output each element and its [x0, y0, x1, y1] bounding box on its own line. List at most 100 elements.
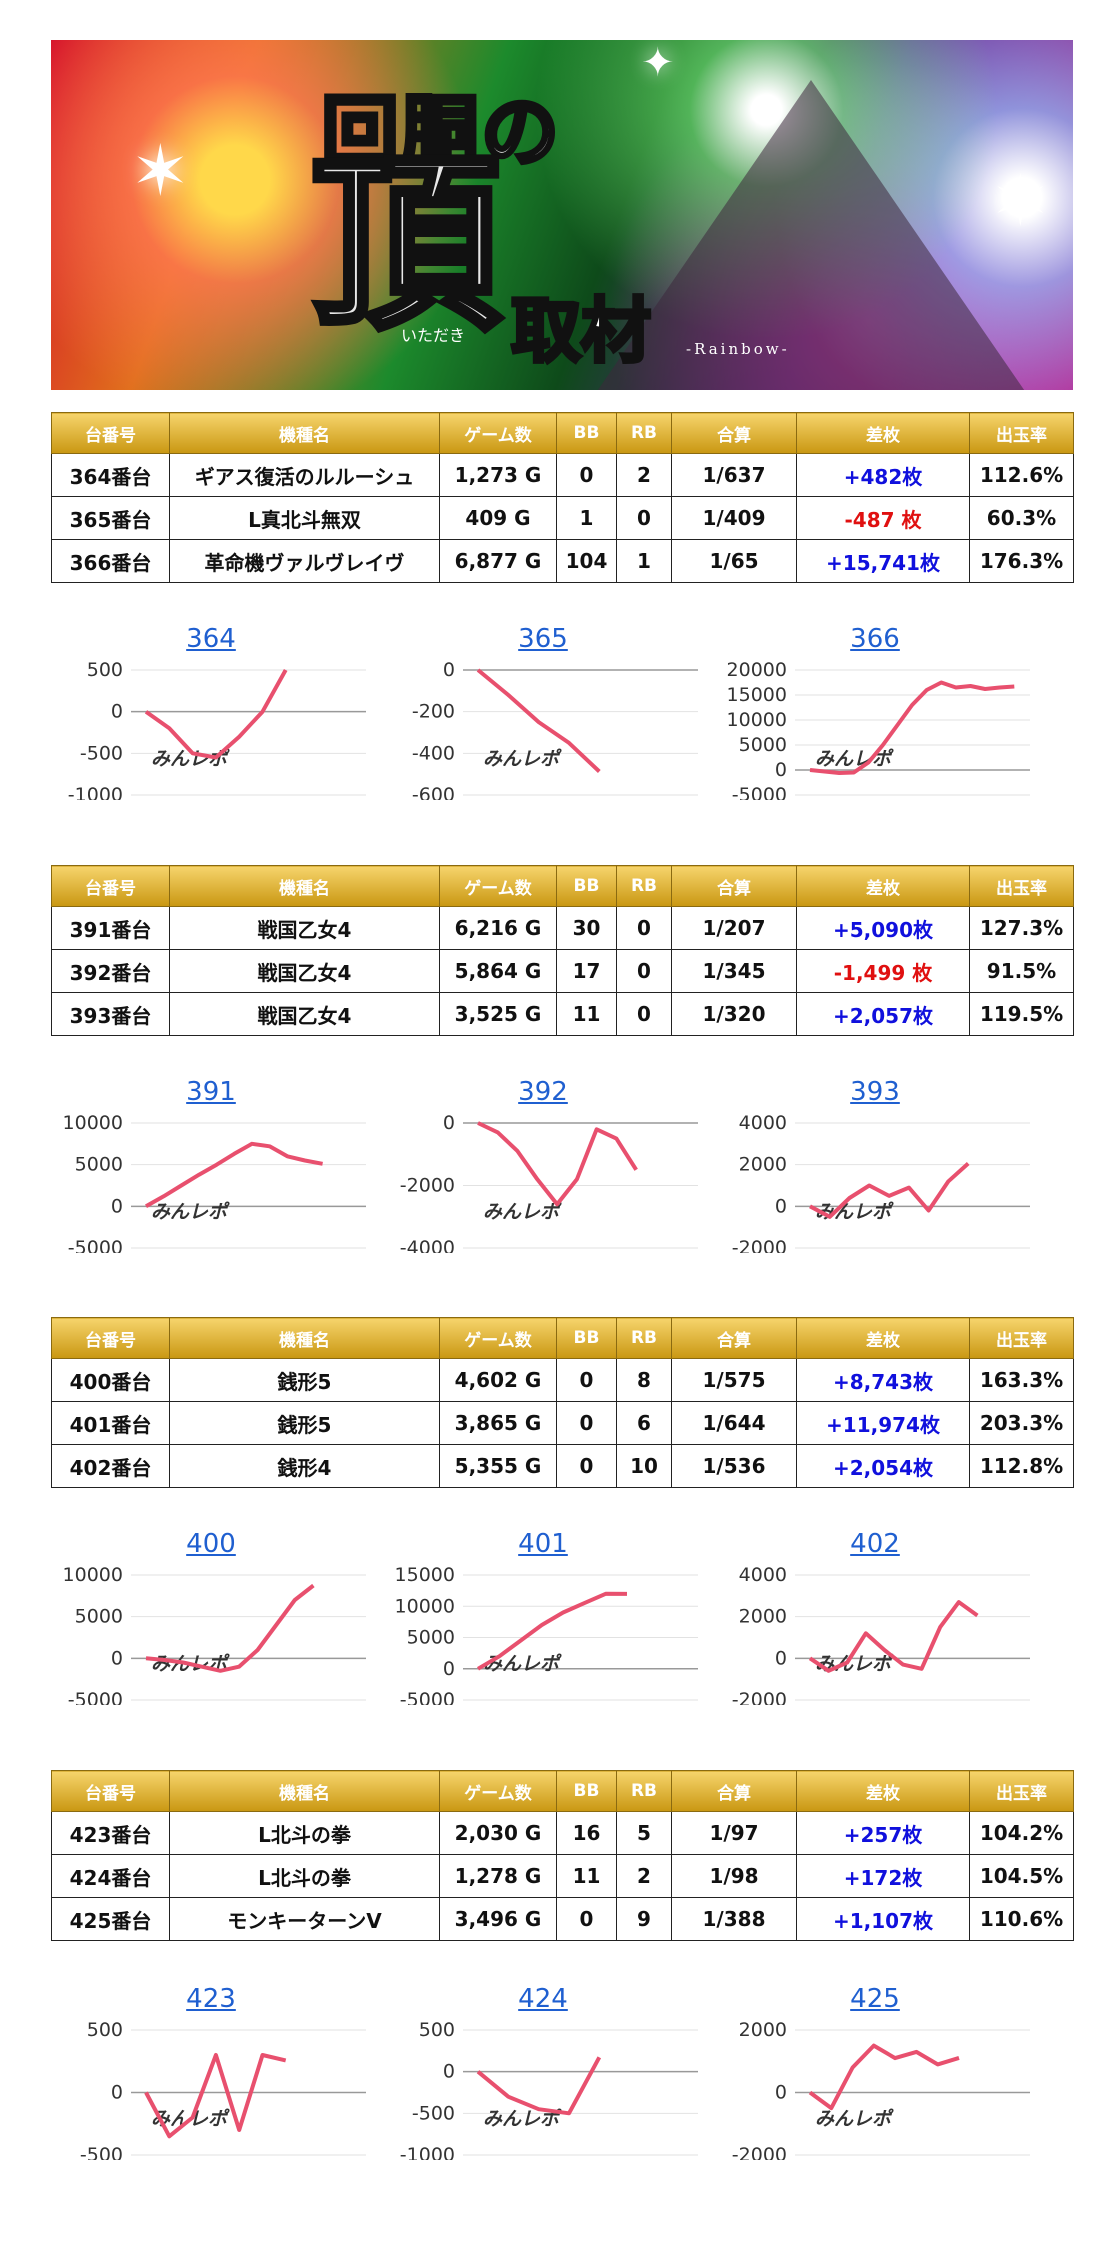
cell-rate: 112.6% [969, 453, 1074, 497]
chart-title-link[interactable]: 391 [186, 1077, 236, 1107]
cell-diff: -1,499 枚 [796, 949, 970, 993]
banner-subtitle: -Rainbow- [686, 340, 790, 358]
table-row: 423番台 L北斗の拳 2,030 G 16 5 1/97 +257枚 104.2% [51, 1811, 1074, 1855]
cell-no: 391番台 [51, 906, 170, 950]
table-row: 400番台 銭形5 4,602 G 0 8 1/575 +8,743枚 163.3% [51, 1358, 1074, 1402]
series-line [808, 1600, 979, 1673]
column-header: 機種名 [169, 1770, 440, 1812]
column-header: BB [556, 1770, 617, 1812]
table-row: 364番台 ギアス復活のルルーシュ 1,273 G 0 2 1/637 +482枚 112.6… [51, 453, 1074, 497]
cell-model: ギアス復活のルルーシュ [169, 453, 440, 497]
cell-model: 銭形4 [169, 1444, 440, 1488]
chart-plot: 500 0 -500 -1000 みんレポ [68, 659, 366, 800]
cell-games: 6,216 G [439, 906, 557, 950]
cell-games: 3,865 G [439, 1401, 557, 1445]
cell-diff: +15,741枚 [796, 539, 970, 583]
cell-bb: 11 [556, 1854, 617, 1898]
watermark-logo: みんレポ [151, 748, 230, 770]
y-tick-label: -5000 [732, 784, 787, 800]
series-line [476, 668, 601, 773]
series-line [144, 2053, 287, 2139]
results-table: 台番号 機種名 ゲーム数 BB RB 合算 差枚 出玉率 400番台 銭形5 4,602 G 0 8 1/… [51, 1317, 1074, 1488]
table-row: 425番台 モンキーターンV 3,496 G 0 9 1/388 +1,107枚 110.6% [51, 1897, 1074, 1941]
chart-title-link[interactable]: 424 [518, 1984, 568, 2014]
cell-combined: 1/97 [671, 1811, 797, 1855]
cell-no: 366番台 [51, 539, 170, 583]
table-row: 365番台 L真北斗無双 409 G 1 0 1/409 -487 枚 60.3% [51, 496, 1074, 540]
cell-rate: 127.3% [969, 906, 1074, 950]
cell-games: 1,278 G [439, 1854, 557, 1898]
cell-combined: 1/98 [671, 1854, 797, 1898]
series-line [144, 669, 288, 760]
slump-chart: 424 500 0 -500 -1000 みんレポ [383, 1984, 703, 2160]
watermark-logo: みんレポ [483, 1653, 562, 1675]
column-header: 合算 [671, 1317, 797, 1359]
cell-no: 401番台 [51, 1401, 170, 1445]
chart-title-link[interactable]: 393 [850, 1077, 900, 1107]
cell-games: 6,877 G [439, 539, 557, 583]
column-header: RB [616, 412, 672, 454]
cell-bb: 0 [556, 1444, 617, 1488]
table-row: 366番台 革命機ヴァルヴレイヴ 6,877 G 104 1 1/65 +15,741枚 17… [51, 539, 1074, 583]
cell-games: 2,030 G [439, 1811, 557, 1855]
y-tick-label: 20000 [727, 659, 787, 681]
cell-rate: 104.5% [969, 1854, 1074, 1898]
series-line [809, 680, 1015, 775]
y-tick-label: -2000 [732, 1237, 787, 1253]
series-line [145, 1141, 323, 1209]
chart-title-link[interactable]: 423 [186, 1984, 236, 2014]
y-tick-label: -2000 [732, 2144, 787, 2160]
chart-plot: 15000 10000 5000 0 -5000 みんレポ [395, 1564, 698, 1705]
chart-title-link[interactable]: 425 [850, 1984, 900, 2014]
chart-plot: 2000 0 -2000 みんレポ [732, 2019, 1030, 2160]
slump-chart: 366 20000 15000 10000 5000 0 -5000 みんレポ [715, 624, 1035, 800]
banner-title-big: 頂 [308, 133, 504, 356]
chart-plot: 0 -2000 -4000 みんレポ [400, 1112, 698, 1253]
slump-chart: 391 10000 5000 0 -5000 みんレポ [51, 1077, 371, 1253]
cell-rate: 110.6% [969, 1897, 1074, 1941]
cell-bb: 17 [556, 949, 617, 993]
chart-title-link[interactable]: 392 [518, 1077, 568, 1107]
slump-chart: 423 500 0 -500 みんレポ [51, 1984, 371, 2160]
y-tick-label: 10000 [63, 1112, 123, 1134]
column-header: 台番号 [51, 1770, 170, 1812]
y-tick-label: 5000 [739, 734, 787, 756]
chart-title-link[interactable]: 364 [186, 624, 236, 654]
y-tick-label: -5000 [68, 1689, 123, 1705]
slump-chart: 402 4000 2000 0 -2000 みんレポ [715, 1529, 1035, 1705]
y-tick-label: -2000 [732, 1689, 787, 1705]
chart-title-link[interactable]: 402 [850, 1529, 900, 1559]
watermark-logo: みんレポ [151, 1201, 230, 1223]
cell-combined: 1/637 [671, 453, 797, 497]
cell-model: 戦国乙女4 [169, 949, 440, 993]
y-tick-label: 10000 [727, 709, 787, 731]
column-header: 合算 [671, 865, 797, 907]
column-header: 出玉率 [969, 1770, 1074, 1812]
chart-title-link[interactable]: 366 [850, 624, 900, 654]
y-tick-label: 5000 [75, 1154, 123, 1176]
column-header: ゲーム数 [439, 1317, 557, 1359]
table-row: 402番台 銭形4 5,355 G 0 10 1/536 +2,054枚 112.8% [51, 1444, 1074, 1488]
cell-rate: 104.2% [969, 1811, 1074, 1855]
cell-rate: 203.3% [969, 1401, 1074, 1445]
banner-ruby: いただき [401, 326, 466, 345]
cell-rb: 0 [616, 496, 672, 540]
chart-title-link[interactable]: 400 [186, 1529, 236, 1559]
table-header-row: 台番号 機種名 ゲーム数 BB RB 合算 差枚 出玉率 [51, 412, 1074, 454]
cell-model: L北斗の拳 [169, 1854, 440, 1898]
column-header: 合算 [671, 412, 797, 454]
cell-rb: 2 [616, 453, 672, 497]
cell-games: 5,355 G [439, 1444, 557, 1488]
cell-model: 銭形5 [169, 1401, 440, 1445]
chart-title-link[interactable]: 365 [518, 624, 568, 654]
y-tick-label: 4000 [739, 1564, 787, 1586]
cell-no: 424番台 [51, 1854, 170, 1898]
chart-title-link[interactable]: 401 [518, 1529, 568, 1559]
watermark-logo: みんレポ [483, 748, 562, 770]
column-header: 機種名 [169, 865, 440, 907]
y-tick-label: 0 [111, 1195, 123, 1217]
cell-no: 365番台 [51, 496, 170, 540]
